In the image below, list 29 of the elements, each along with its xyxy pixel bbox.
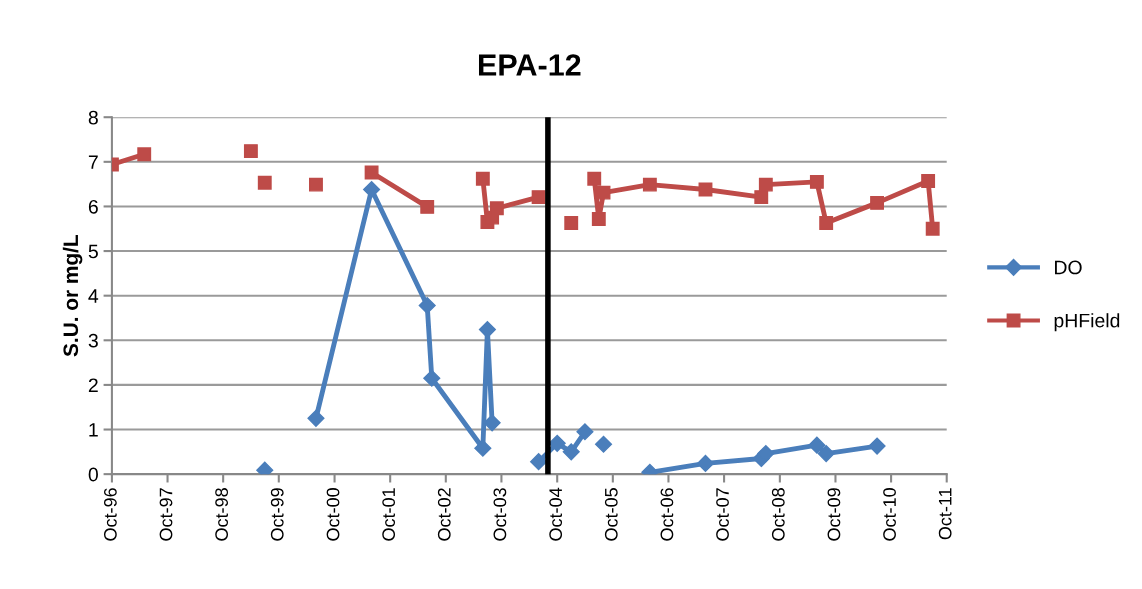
x-tick-label: Oct-98 bbox=[215, 488, 229, 541]
y-tick-label: 6 bbox=[88, 199, 98, 214]
x-tick-label: Oct-02 bbox=[437, 488, 451, 541]
y-tick-label: 1 bbox=[89, 423, 98, 437]
legend-label: pHField bbox=[1054, 313, 1120, 332]
y-tick-label: 2 bbox=[88, 378, 98, 392]
x-tick-label: Oct-07 bbox=[716, 488, 729, 541]
y-tick-label: 3 bbox=[88, 333, 98, 348]
x-tick-label: Oct-01 bbox=[382, 488, 396, 541]
x-tick-label: Oct-06 bbox=[660, 488, 674, 541]
x-tick-label: Oct-97 bbox=[159, 488, 173, 541]
y-tick-label: 4 bbox=[88, 289, 99, 303]
x-tick-label: Oct-05 bbox=[604, 488, 618, 541]
y-tick-label: 0 bbox=[88, 467, 98, 482]
y-tick-label: 5 bbox=[88, 244, 98, 259]
y-tick-label: 7 bbox=[88, 155, 98, 169]
chart-title: EPA-12 bbox=[478, 54, 581, 76]
x-tick-label: Oct-96 bbox=[103, 488, 117, 541]
x-tick-label: Oct-08 bbox=[771, 488, 785, 541]
x-tick-label: Oct-03 bbox=[493, 488, 507, 541]
x-tick-label: Oct-04 bbox=[549, 487, 563, 541]
y-tick-label: 8 bbox=[88, 110, 98, 125]
x-tick-label: Oct-10 bbox=[883, 488, 896, 541]
x-tick-label: Oct-11 bbox=[938, 488, 952, 540]
x-tick-label: Oct-09 bbox=[827, 488, 841, 541]
legend-label: DO bbox=[1055, 260, 1082, 275]
x-tick-label: Oct-00 bbox=[326, 488, 340, 541]
y-axis-title: S.U. or mg/L bbox=[62, 234, 83, 357]
x-tick-label: Oct-99 bbox=[270, 488, 284, 541]
